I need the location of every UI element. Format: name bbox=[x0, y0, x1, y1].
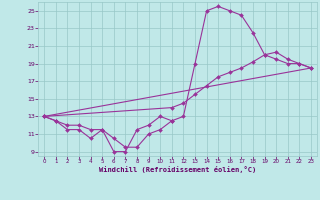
X-axis label: Windchill (Refroidissement éolien,°C): Windchill (Refroidissement éolien,°C) bbox=[99, 166, 256, 173]
